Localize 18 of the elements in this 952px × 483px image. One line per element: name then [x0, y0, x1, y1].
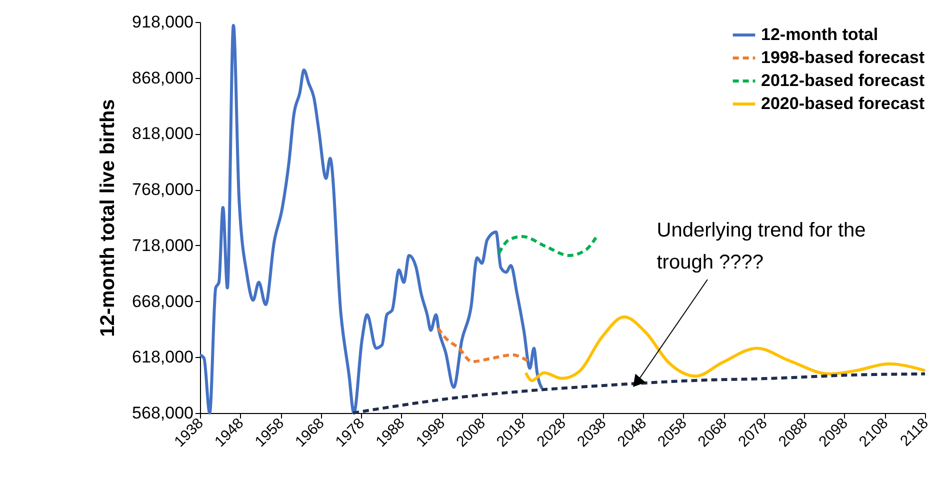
legend-label: 1998-based forecast	[761, 48, 925, 67]
y-tick-label: 918,000	[132, 12, 194, 32]
line-series	[497, 234, 598, 257]
y-tick-label: 718,000	[132, 236, 194, 255]
line-series	[352, 372, 926, 414]
line-series	[436, 326, 531, 364]
y-tick-label: 568,000	[132, 404, 194, 422]
y-tick-label: 818,000	[132, 124, 194, 144]
annotation: Underlying trend for the trough ????	[656, 219, 866, 274]
line-series	[524, 315, 926, 382]
legend-label: 2020-based forecast	[761, 94, 925, 113]
y-tick-label: 868,000	[132, 68, 194, 88]
legend-label: 2012-based forecast	[761, 71, 925, 90]
y-axis-title: 12-month total live births	[97, 99, 120, 337]
y-tick-label: 768,000	[132, 180, 194, 200]
y-tick-label: 618,000	[132, 348, 194, 367]
legend-label: 12-month total	[761, 25, 878, 44]
y-tick-label: 668,000	[132, 292, 194, 311]
